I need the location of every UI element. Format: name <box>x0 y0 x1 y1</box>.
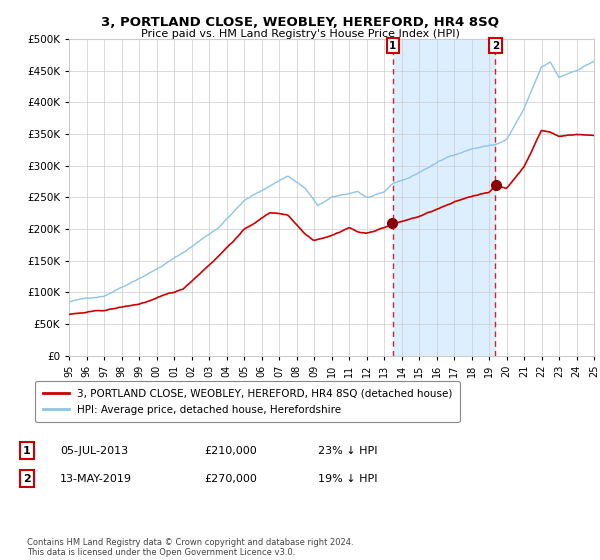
Text: 23% ↓ HPI: 23% ↓ HPI <box>318 446 377 456</box>
Text: £270,000: £270,000 <box>204 474 257 484</box>
Text: 1: 1 <box>23 446 31 456</box>
Text: 1: 1 <box>389 41 397 51</box>
Legend: 3, PORTLAND CLOSE, WEOBLEY, HEREFORD, HR4 8SQ (detached house), HPI: Average pri: 3, PORTLAND CLOSE, WEOBLEY, HEREFORD, HR… <box>35 381 460 422</box>
Text: 2: 2 <box>23 474 31 484</box>
Text: Price paid vs. HM Land Registry's House Price Index (HPI): Price paid vs. HM Land Registry's House … <box>140 29 460 39</box>
Text: Contains HM Land Registry data © Crown copyright and database right 2024.
This d: Contains HM Land Registry data © Crown c… <box>27 538 353 557</box>
Text: 13-MAY-2019: 13-MAY-2019 <box>60 474 132 484</box>
Text: 19% ↓ HPI: 19% ↓ HPI <box>318 474 377 484</box>
Text: £210,000: £210,000 <box>204 446 257 456</box>
Text: 2: 2 <box>492 41 499 51</box>
Text: 05-JUL-2013: 05-JUL-2013 <box>60 446 128 456</box>
Text: 3, PORTLAND CLOSE, WEOBLEY, HEREFORD, HR4 8SQ: 3, PORTLAND CLOSE, WEOBLEY, HEREFORD, HR… <box>101 16 499 29</box>
